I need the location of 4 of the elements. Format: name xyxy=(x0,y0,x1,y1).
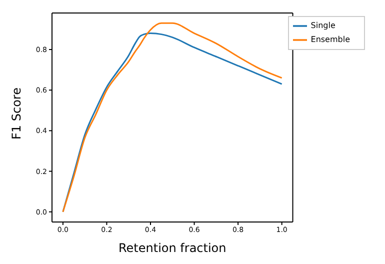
legend-label: Single xyxy=(310,21,336,30)
y-axis-title: F1 Score xyxy=(9,88,24,140)
x-axis-title: Retention fraction xyxy=(118,241,226,255)
legend-label: Ensemble xyxy=(310,35,350,44)
